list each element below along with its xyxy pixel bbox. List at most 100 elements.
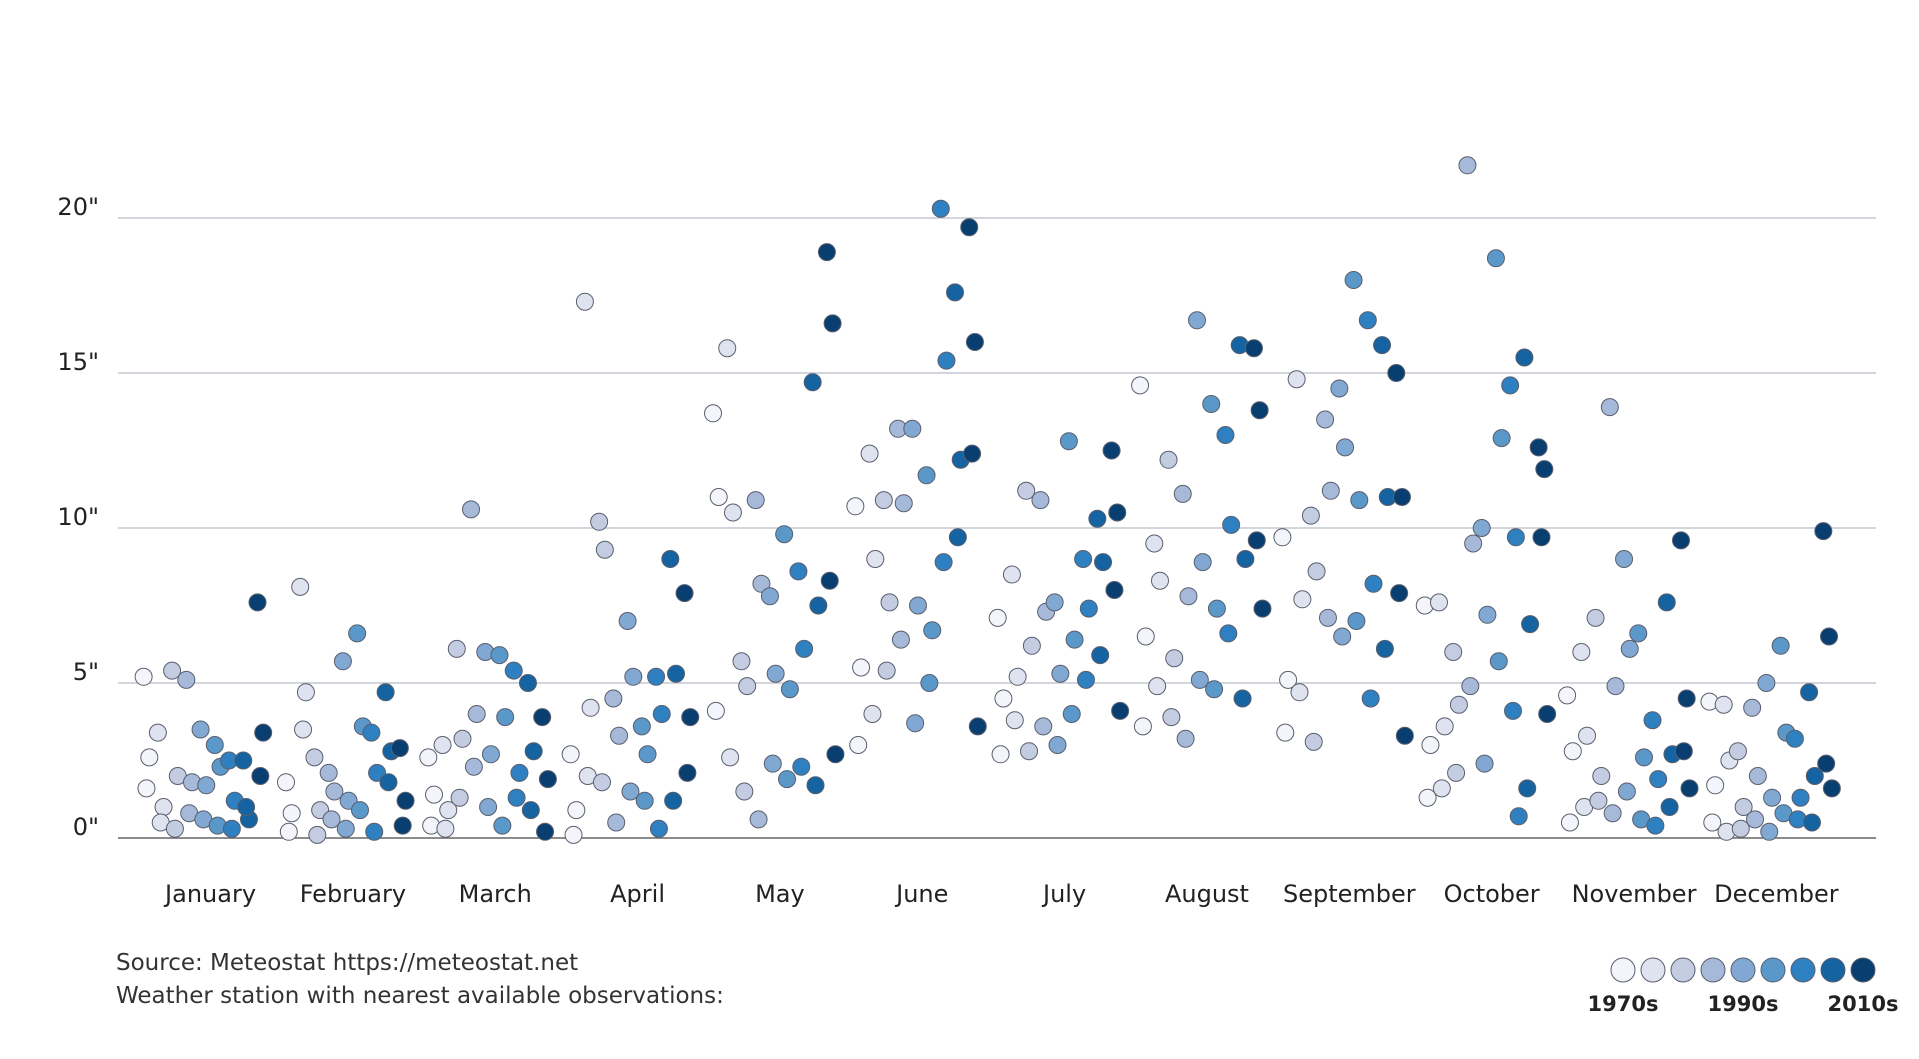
data-point	[647, 667, 666, 686]
data-point	[462, 500, 481, 519]
data-point	[590, 512, 609, 531]
data-point	[1005, 711, 1024, 730]
data-point	[319, 763, 338, 782]
data-point	[464, 757, 483, 776]
legend-swatch	[1700, 957, 1726, 983]
data-point	[1321, 481, 1340, 500]
data-point	[965, 333, 984, 351]
data-point	[1307, 562, 1326, 581]
data-point	[760, 587, 779, 606]
data-point	[1785, 729, 1804, 748]
legend-swatch	[1760, 957, 1786, 983]
data-point	[333, 652, 352, 671]
data-point	[1586, 608, 1605, 627]
data-point	[610, 726, 629, 745]
data-point	[348, 624, 367, 643]
data-point	[595, 540, 614, 559]
data-point	[1820, 627, 1839, 646]
data-point	[704, 404, 723, 423]
data-point	[863, 705, 882, 723]
data-point	[1336, 438, 1355, 457]
data-point	[279, 822, 298, 841]
data-point	[1108, 503, 1127, 522]
data-point	[1059, 432, 1078, 451]
data-point	[1048, 736, 1067, 754]
data-point	[991, 745, 1010, 764]
data-point	[934, 553, 953, 572]
data-point	[1002, 565, 1021, 584]
data-point	[866, 550, 885, 568]
data-point	[1350, 491, 1369, 510]
data-point	[1703, 813, 1722, 832]
data-point	[649, 819, 668, 838]
data-point	[1501, 376, 1520, 395]
data-point	[1489, 652, 1508, 671]
data-point	[809, 596, 828, 615]
data-point	[1162, 708, 1181, 727]
data-point	[906, 714, 925, 733]
data-point	[1435, 717, 1454, 736]
data-point	[1279, 670, 1298, 689]
data-point	[291, 577, 310, 596]
data-point	[1771, 636, 1790, 655]
data-point	[1814, 522, 1833, 541]
data-point	[1572, 643, 1591, 661]
data-point	[652, 705, 671, 723]
data-point	[561, 745, 580, 764]
data-point	[1347, 612, 1366, 630]
data-point	[1680, 779, 1699, 798]
data-point	[1748, 767, 1767, 785]
data-point	[789, 562, 808, 581]
data-point	[1159, 450, 1178, 469]
x-tick-label: April	[610, 880, 665, 908]
legend-swatch	[1610, 957, 1636, 983]
data-point	[1290, 683, 1309, 702]
data-point	[425, 785, 444, 804]
data-point	[447, 639, 466, 658]
data-point	[1538, 705, 1557, 723]
data-point	[1734, 798, 1753, 816]
data-point	[963, 444, 982, 463]
data-point	[1515, 348, 1534, 367]
data-point	[1478, 605, 1497, 624]
data-point	[191, 720, 210, 739]
data-point	[1253, 599, 1272, 618]
data-point	[453, 729, 472, 748]
data-point	[738, 677, 757, 696]
data-point	[988, 608, 1007, 627]
data-point	[282, 804, 301, 823]
data-point	[635, 791, 654, 810]
data-point	[305, 748, 324, 767]
data-point	[1088, 509, 1107, 528]
data-point	[1492, 429, 1511, 448]
data-point	[379, 773, 398, 792]
data-point	[237, 798, 256, 816]
data-point	[581, 698, 600, 717]
data-point	[849, 736, 868, 754]
data-point	[852, 658, 871, 677]
data-point	[960, 218, 979, 237]
data-point	[1361, 689, 1380, 708]
data-point	[1657, 593, 1676, 612]
data-point	[1800, 683, 1819, 702]
data-point	[567, 801, 586, 820]
data-point	[1273, 528, 1292, 547]
data-point	[638, 745, 657, 764]
legend-swatch	[1850, 957, 1876, 983]
data-point	[137, 779, 156, 798]
data-point	[718, 339, 737, 358]
data-point	[1620, 639, 1639, 658]
data-point	[1202, 395, 1221, 413]
data-point	[1677, 689, 1696, 708]
data-point	[134, 667, 153, 686]
data-point	[479, 798, 498, 816]
data-point	[439, 801, 458, 820]
data-point	[1390, 584, 1409, 603]
data-point	[419, 748, 438, 767]
source-note: Source: Meteostat https://meteostat.net	[116, 950, 578, 976]
data-point	[1065, 630, 1084, 649]
data-point	[1714, 695, 1733, 714]
data-point	[140, 748, 159, 767]
data-point	[1222, 515, 1241, 534]
